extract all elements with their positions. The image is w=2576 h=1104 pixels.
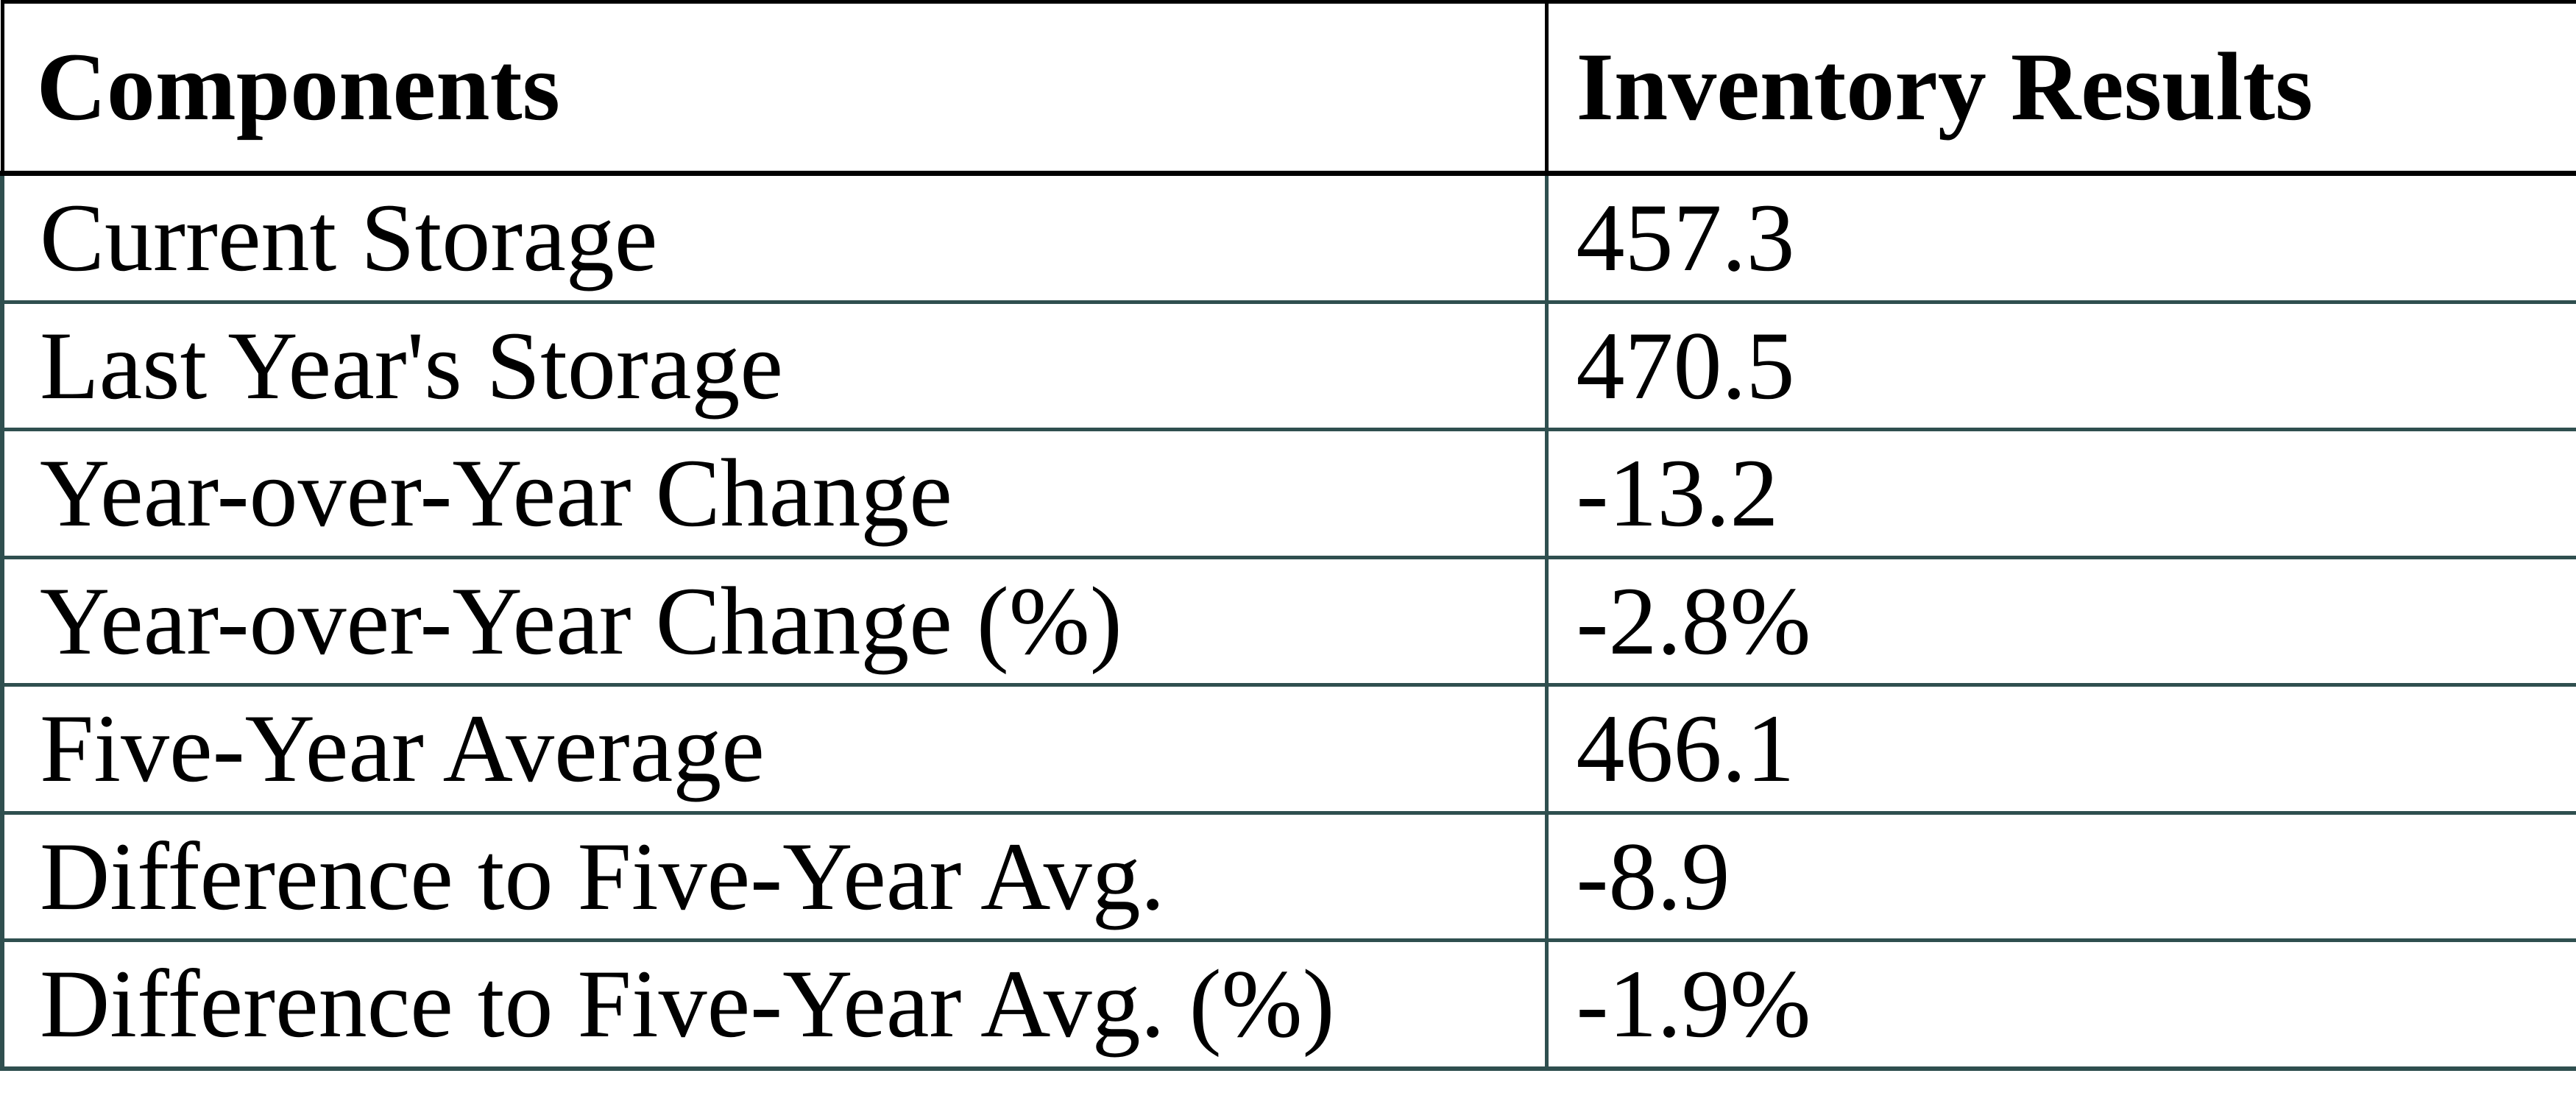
row-value: -1.9% xyxy=(1544,938,2576,1072)
row-label: Difference to Five-Year Avg. xyxy=(0,810,1549,943)
table-row-current-storage: Current Storage 457.3 xyxy=(0,171,2576,304)
row-value: -13.2 xyxy=(1544,428,2576,559)
table-row-diff-five-year-avg-pct: Difference to Five-Year Avg. (%) -1.9% xyxy=(0,938,2576,1072)
row-value: -2.8% xyxy=(1544,555,2576,687)
row-value: 466.1 xyxy=(1544,683,2576,815)
row-label: Current Storage xyxy=(0,171,1549,304)
table-row-yoy-change-pct: Year-over-Year Change (%) -2.8% xyxy=(0,555,2576,687)
inventory-table: Components Inventory Results Current Sto… xyxy=(0,0,2576,1072)
column-header-inventory-results: Inventory Results xyxy=(1544,0,2576,176)
row-value: -8.9 xyxy=(1544,810,2576,943)
table-row-last-year-storage: Last Year's Storage 470.5 xyxy=(0,300,2576,432)
row-label: Last Year's Storage xyxy=(0,300,1549,432)
row-value: 470.5 xyxy=(1544,300,2576,432)
header-row: Components Inventory Results xyxy=(0,0,2576,176)
table-row-diff-five-year-avg: Difference to Five-Year Avg. -8.9 xyxy=(0,810,2576,943)
row-label: Five-Year Average xyxy=(0,683,1549,815)
row-label: Year-over-Year Change xyxy=(0,428,1549,559)
table-row-yoy-change: Year-over-Year Change -13.2 xyxy=(0,428,2576,559)
row-label: Year-over-Year Change (%) xyxy=(0,555,1549,687)
column-header-components: Components xyxy=(0,0,1549,176)
row-value: 457.3 xyxy=(1544,171,2576,304)
row-label: Difference to Five-Year Avg. (%) xyxy=(0,938,1549,1072)
table-row-five-year-average: Five-Year Average 466.1 xyxy=(0,683,2576,815)
